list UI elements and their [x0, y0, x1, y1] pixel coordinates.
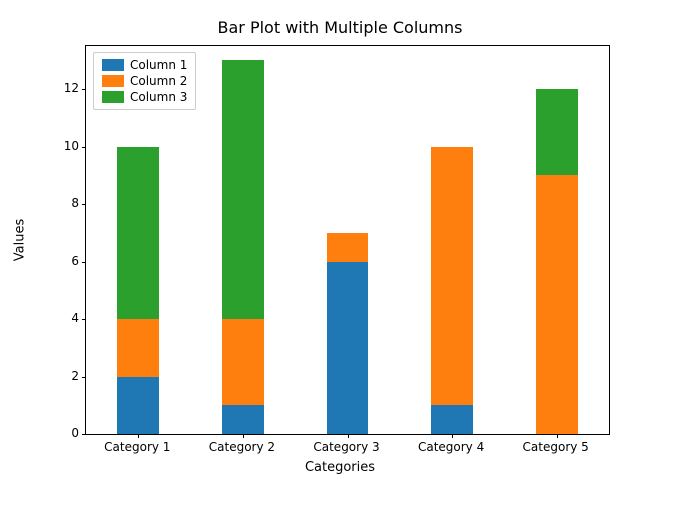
- bar-segment: [222, 405, 264, 434]
- y-tick-mark: [82, 434, 86, 435]
- bar-segment: [536, 89, 578, 175]
- bar-segment: [431, 405, 473, 434]
- legend-label: Column 3: [130, 90, 187, 104]
- bar-segment: [117, 377, 159, 434]
- x-tick-label: Category 3: [313, 440, 379, 454]
- y-tick-label: 4: [49, 311, 79, 325]
- x-tick-mark: [348, 434, 349, 438]
- y-tick-label: 12: [49, 81, 79, 95]
- chart-title: Bar Plot with Multiple Columns: [0, 18, 680, 37]
- x-tick-mark: [243, 434, 244, 438]
- legend: Column 1 Column 2 Column 3: [93, 52, 196, 110]
- y-tick-mark: [82, 89, 86, 90]
- bar-segment: [222, 319, 264, 405]
- bar-segment: [431, 147, 473, 406]
- legend-item: Column 3: [102, 89, 187, 105]
- legend-swatch: [102, 59, 124, 71]
- legend-swatch: [102, 91, 124, 103]
- x-tick-mark: [138, 434, 139, 438]
- x-tick-label: Category 5: [523, 440, 589, 454]
- bar-segment: [117, 147, 159, 319]
- y-tick-mark: [82, 204, 86, 205]
- y-tick-label: 8: [49, 196, 79, 210]
- y-tick-label: 6: [49, 254, 79, 268]
- x-tick-label: Category 1: [104, 440, 170, 454]
- y-tick-mark: [82, 147, 86, 148]
- legend-swatch: [102, 75, 124, 87]
- y-tick-label: 10: [49, 139, 79, 153]
- y-axis-label: Values: [13, 219, 28, 261]
- legend-item: Column 1: [102, 57, 187, 73]
- x-axis-label: Categories: [0, 460, 680, 475]
- bar-segment: [536, 175, 578, 434]
- bar-segment: [327, 262, 369, 434]
- y-tick-mark: [82, 377, 86, 378]
- y-tick-label: 2: [49, 369, 79, 383]
- bar-segment: [117, 319, 159, 376]
- legend-label: Column 2: [130, 74, 187, 88]
- x-tick-mark: [452, 434, 453, 438]
- y-tick-label: 0: [49, 426, 79, 440]
- bar-segment: [327, 233, 369, 262]
- legend-item: Column 2: [102, 73, 187, 89]
- bar-segment: [222, 60, 264, 319]
- x-tick-label: Category 2: [209, 440, 275, 454]
- y-tick-mark: [82, 262, 86, 263]
- legend-label: Column 1: [130, 58, 187, 72]
- x-tick-mark: [557, 434, 558, 438]
- y-tick-mark: [82, 319, 86, 320]
- x-tick-label: Category 4: [418, 440, 484, 454]
